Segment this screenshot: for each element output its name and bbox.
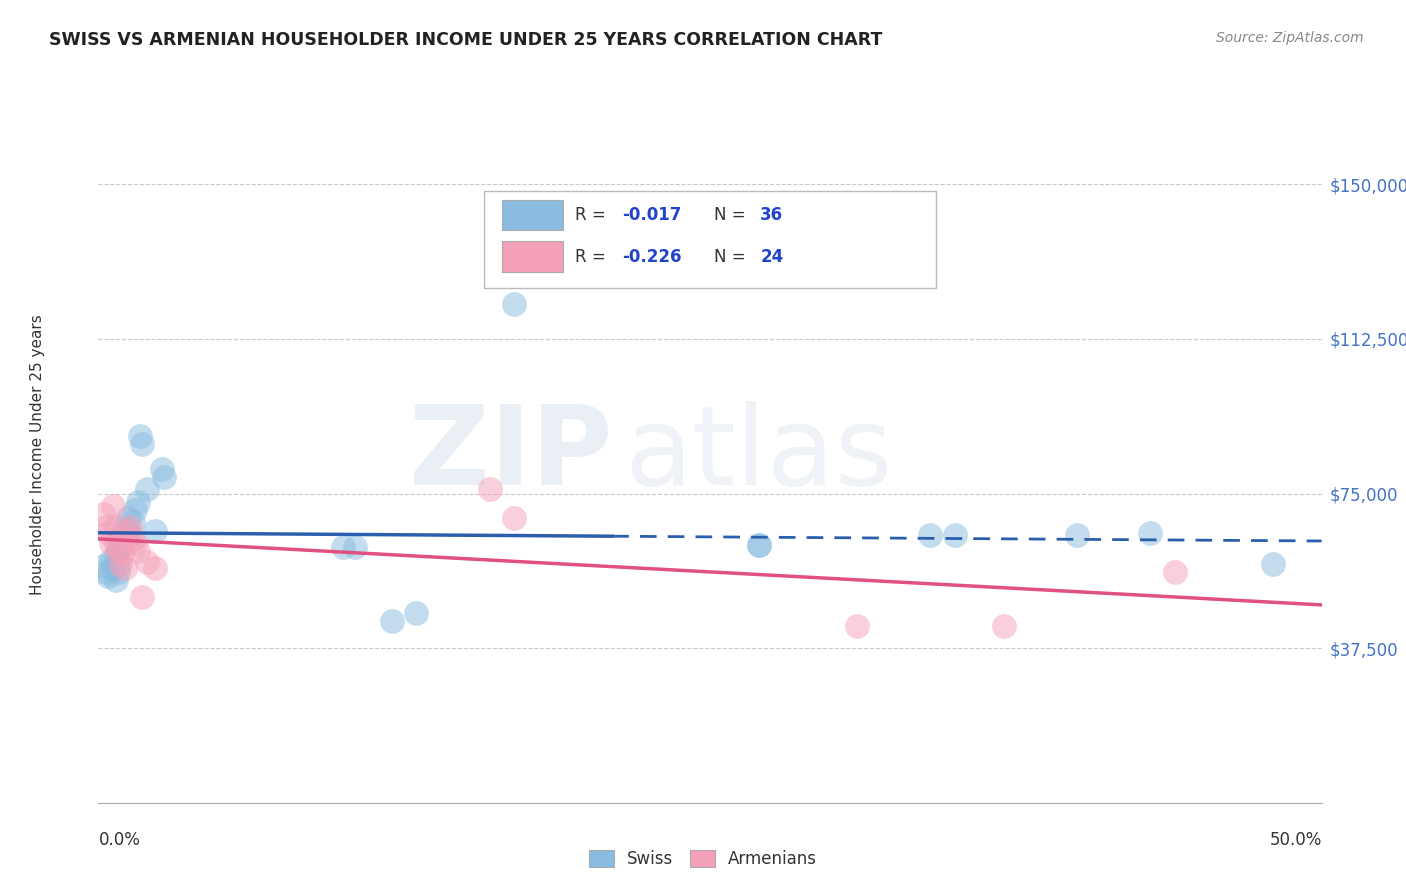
Text: 50.0%: 50.0%: [1270, 830, 1322, 848]
FancyBboxPatch shape: [502, 200, 564, 230]
Text: -0.226: -0.226: [621, 248, 682, 266]
Point: [107, 557, 129, 571]
Point: [1139, 525, 1161, 540]
Point: [120, 528, 142, 542]
Point: [110, 540, 132, 554]
Point: [91, 558, 114, 573]
Point: [143, 524, 166, 538]
Point: [143, 561, 166, 575]
Point: [101, 561, 124, 575]
Text: N =: N =: [714, 206, 751, 224]
Point: [129, 429, 152, 443]
Point: [104, 519, 127, 533]
Point: [104, 549, 127, 563]
Point: [1261, 557, 1284, 571]
Legend: Swiss, Armenians: Swiss, Armenians: [582, 843, 824, 875]
Point: [117, 511, 139, 525]
Text: 0.0%: 0.0%: [98, 830, 141, 848]
Point: [150, 462, 173, 476]
Text: R =: R =: [575, 248, 612, 266]
Point: [104, 536, 127, 550]
Text: N =: N =: [714, 248, 751, 266]
Text: Householder Income Under 25 years: Householder Income Under 25 years: [30, 315, 45, 595]
Point: [136, 483, 159, 497]
Point: [845, 618, 868, 632]
Point: [94, 519, 117, 533]
Point: [100, 552, 122, 566]
Point: [748, 538, 770, 552]
Text: Source: ZipAtlas.com: Source: ZipAtlas.com: [1216, 31, 1364, 45]
Point: [110, 536, 132, 550]
Text: SWISS VS ARMENIAN HOUSEHOLDER INCOME UNDER 25 YEARS CORRELATION CHART: SWISS VS ARMENIAN HOUSEHOLDER INCOME UND…: [49, 31, 883, 49]
Point: [94, 565, 117, 579]
Text: 36: 36: [761, 206, 783, 224]
Point: [100, 536, 122, 550]
Point: [405, 606, 427, 620]
Point: [107, 565, 129, 579]
Text: ZIP: ZIP: [409, 401, 612, 508]
Point: [748, 538, 770, 552]
Point: [344, 540, 367, 554]
Point: [503, 297, 526, 311]
Point: [111, 528, 134, 542]
Point: [114, 561, 136, 575]
Point: [91, 507, 114, 521]
Point: [124, 536, 146, 550]
Text: 24: 24: [761, 248, 783, 266]
Point: [104, 573, 127, 587]
Point: [131, 590, 153, 604]
Point: [478, 483, 501, 497]
Point: [153, 470, 176, 484]
Point: [943, 528, 966, 542]
Point: [124, 503, 146, 517]
Point: [121, 532, 143, 546]
Point: [381, 615, 404, 629]
Text: -0.017: -0.017: [621, 206, 682, 224]
Point: [97, 569, 120, 583]
Point: [117, 524, 139, 538]
Point: [114, 519, 136, 533]
Text: R =: R =: [575, 206, 612, 224]
Point: [920, 528, 942, 542]
Point: [127, 544, 149, 558]
Point: [111, 546, 134, 560]
FancyBboxPatch shape: [484, 191, 936, 288]
Point: [121, 516, 143, 530]
Point: [136, 555, 159, 569]
Point: [127, 495, 149, 509]
Point: [120, 519, 142, 533]
Point: [332, 540, 354, 554]
Point: [97, 525, 120, 540]
Point: [1066, 528, 1088, 542]
Point: [107, 544, 129, 558]
Point: [131, 437, 153, 451]
Point: [101, 499, 124, 513]
Point: [503, 511, 526, 525]
Point: [993, 618, 1015, 632]
FancyBboxPatch shape: [502, 242, 564, 272]
Point: [110, 557, 132, 571]
Text: atlas: atlas: [624, 401, 893, 508]
Point: [1164, 565, 1187, 579]
